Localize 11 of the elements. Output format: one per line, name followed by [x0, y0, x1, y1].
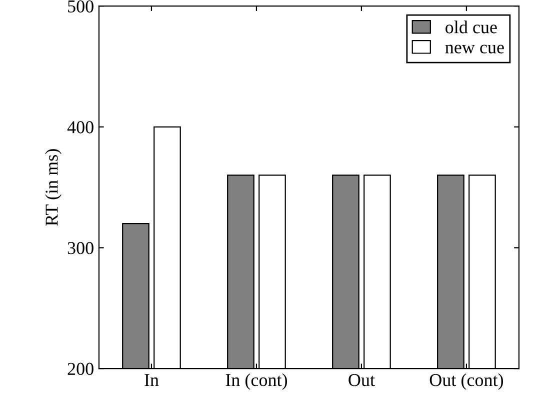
- y-tick-label: 400: [67, 121, 94, 134]
- y-axis-title: RT (in ms): [45, 149, 62, 226]
- x-tick-label: In (cont): [226, 373, 288, 390]
- x-tick-label: In: [144, 374, 159, 386]
- x-tick-label: Out: [348, 374, 375, 386]
- y-tick-label: 300: [68, 242, 94, 254]
- legend-label: old cue: [446, 20, 497, 34]
- x-tick-label: Out (cont): [430, 373, 504, 390]
- y-tick-label: 200: [68, 362, 94, 375]
- legend-label: new cue: [445, 44, 504, 54]
- y-tick-label: 500: [68, 0, 94, 13]
